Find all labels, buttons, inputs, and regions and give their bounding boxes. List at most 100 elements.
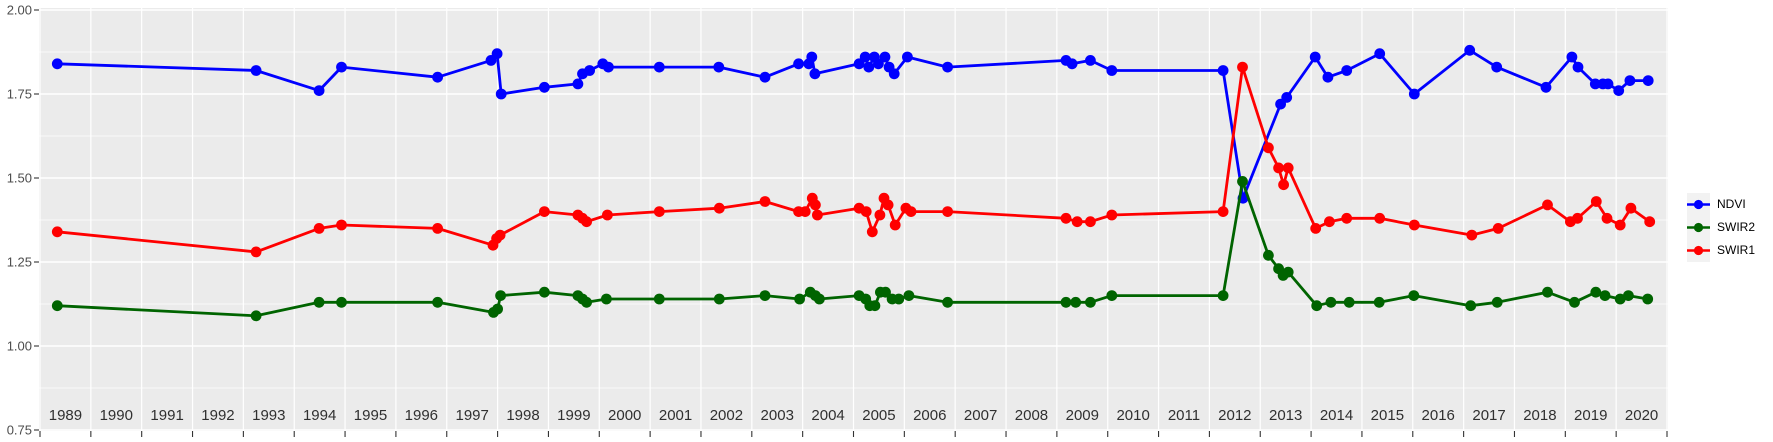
x-axis-label: 2019 [1574,407,1607,424]
series-SWIR1-point [1341,212,1353,224]
series-NDVI-point [809,68,821,80]
series-SWIR2-point [492,303,503,315]
series-SWIR2-point [1343,296,1355,308]
series-SWIR2-point [893,293,905,305]
series-NDVI-point [653,61,665,73]
series-SWIR1-point [759,196,771,207]
series-NDVI-point [250,65,262,76]
y-tick-label: 0.75 [7,423,32,438]
series-SWIR1-point [1085,216,1096,228]
series-NDVI-point [1589,78,1601,90]
series-NDVI-point [1066,58,1078,70]
legend-label-swir2: SWIR2 [1717,220,1756,234]
series-SWIR1-point [882,199,894,211]
series-SWIR1-point [336,219,347,231]
legend-key-swir1-icon [1687,239,1710,262]
x-axis-label: 2007 [964,407,997,424]
x-axis-label: 2020 [1625,407,1658,424]
series-SWIR1-point [1542,199,1553,211]
series-SWIR1-point [810,199,821,211]
series-SWIR1-point [799,206,811,218]
series-NDVI-point [495,88,507,100]
series-SWIR1-point [1071,216,1083,228]
series-SWIR1-point [1237,61,1248,73]
x-axis-label: 2009 [1066,407,1099,424]
series-SWIR1-point [1324,216,1335,228]
x-axis-label: 2000 [608,407,641,424]
series-SWIR2-point [759,290,771,301]
legend-key-ndvi-icon [1687,193,1710,216]
series-SWIR2-point [814,293,825,305]
series-SWIR1-point [1492,223,1504,234]
series-NDVI-point [1540,81,1552,93]
x-axis-label: 2013 [1269,407,1302,424]
series-SWIR2-point [1491,296,1503,308]
x-axis-label: 2005 [862,407,895,424]
series-NDVI-point [584,65,595,76]
legend-item-ndvi: NDVI [1687,193,1755,216]
series-SWIR1-point [866,226,878,238]
legend-label-ndvi: NDVI [1717,197,1746,211]
series-SWIR1-point [1466,229,1478,241]
series-SWIR2-point [1311,300,1323,312]
series-SWIR1-point [1217,206,1229,218]
series-SWIR2-point [880,286,891,298]
series-NDVI-point [1106,65,1118,76]
legend-key-swir2-icon [1687,216,1710,239]
series-NDVI-point [1613,85,1625,96]
series-SWIR2-point [1623,290,1634,301]
series-SWIR2-point [313,296,325,308]
series-SWIR1-point [1408,219,1420,231]
series-NDVI [51,44,1654,204]
series-SWIR2-point [581,296,592,308]
x-axis-label: 1993 [252,407,285,424]
series-NDVI-point [1602,78,1614,90]
x-axis-label: 2017 [1472,407,1505,424]
series-SWIR1-point [889,219,901,231]
legend-item-swir2: SWIR2 [1687,216,1755,239]
series-SWIR1-point [602,209,613,221]
series-SWIR1-point [1625,202,1637,214]
series-SWIR2-point [1070,296,1082,308]
series-SWIR2 [51,176,1654,322]
series-SWIR1-point [1310,223,1322,234]
series-SWIR2-point [1465,300,1477,312]
series-SWIR1-point [1106,209,1118,221]
series-NDVI-point [51,58,63,70]
series-NDVI-point [713,61,725,73]
series-SWIR2-point [1542,286,1553,298]
series-SWIR2-point [1217,290,1229,301]
series-SWIR1 [51,61,1656,258]
series-SWIR2-point [713,293,725,305]
x-axis-label: 1989 [49,407,82,424]
x-axis-label: 2001 [659,407,692,424]
y-tick-label: 1.00 [7,339,32,354]
series-SWIR2-point [1325,296,1337,308]
series-NDVI-point [336,61,347,73]
x-axis-label: 2003 [761,407,794,424]
x-axis-label: 1997 [455,407,488,424]
y-tick-label: 1.50 [7,171,32,186]
series-SWIR1-point [1644,216,1656,228]
series-SWIR1-point [653,206,665,218]
series-SWIR2-point [869,300,881,312]
x-axis-label: 2018 [1523,407,1556,424]
series-SWIR1-point [1572,212,1583,224]
series-NDVI-point [1642,75,1654,86]
series-NDVI-point [759,71,771,83]
series-NDVI-point [888,68,900,80]
series-NDVI-point [539,81,550,93]
series-NDVI-point [902,51,913,63]
series-NDVI-point [1374,48,1386,60]
series-NDVI-point [1281,92,1293,103]
series-SWIR1-point [539,206,550,218]
series-SWIR1-point [905,206,917,218]
series-SWIR1-point [1282,162,1294,174]
series-SWIR2-point [1590,286,1602,298]
series-NDVI-point [1341,65,1353,76]
series-SWIR1-point [581,216,592,228]
series-SWIR2-point [336,296,347,308]
x-axis-label: 1995 [354,407,387,424]
series-SWIR1-point [1614,219,1626,231]
